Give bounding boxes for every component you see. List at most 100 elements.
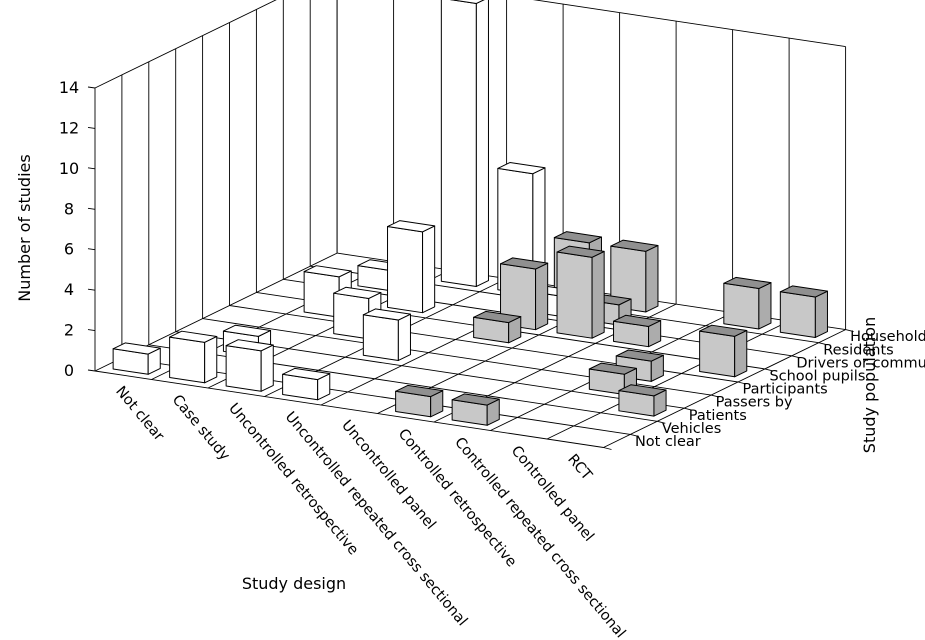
depth-tick-mark xyxy=(845,329,854,333)
y-tick-mark xyxy=(87,126,96,129)
x-tick-label: Case study xyxy=(169,392,233,464)
wall-gridline xyxy=(532,0,846,48)
bar-face xyxy=(535,262,549,331)
bar xyxy=(362,308,411,361)
bar-face xyxy=(422,225,436,314)
bar xyxy=(451,393,500,426)
bars xyxy=(112,0,828,426)
depth-tick-mark xyxy=(684,407,693,411)
depth-tick-mark xyxy=(818,342,827,346)
x-tick-label: RCT xyxy=(564,452,595,484)
bar xyxy=(440,0,489,287)
depth-tick-mark xyxy=(657,420,666,424)
bar-face xyxy=(222,324,272,337)
bar-face xyxy=(260,344,274,392)
floor-gridline xyxy=(546,320,790,440)
bar xyxy=(699,324,748,378)
bar-face xyxy=(333,286,382,299)
bar xyxy=(556,245,605,339)
bar-face xyxy=(449,0,485,4)
bar-face xyxy=(723,282,760,330)
bar-face xyxy=(500,257,549,270)
bar xyxy=(395,384,444,418)
bar-face xyxy=(169,330,218,343)
y-tick-label: 0 xyxy=(64,361,74,380)
x-tick-label: Not clear xyxy=(112,384,167,445)
bar xyxy=(500,257,549,331)
depth-tick-mark xyxy=(630,433,639,437)
depth-tick-mark xyxy=(710,394,720,398)
bar-face xyxy=(588,362,637,375)
y-tick-mark xyxy=(87,86,96,89)
depth-tick-label: Not clear xyxy=(635,434,701,450)
depth-tick-label: Drivers or commuters xyxy=(796,355,925,371)
bar xyxy=(613,314,662,348)
bar-face xyxy=(387,226,424,314)
x-tick-label: Uncontrolled repeated cross sectional xyxy=(282,409,470,629)
bar-face xyxy=(615,349,664,362)
y-tick-mark xyxy=(87,167,96,170)
bar-face xyxy=(440,0,477,287)
bar-face xyxy=(225,345,262,392)
y-tick-label: 2 xyxy=(64,321,74,340)
depth-tick-label: Vehicles xyxy=(662,421,721,437)
bar-face xyxy=(723,276,772,290)
depth-tick-label: School pupils xyxy=(769,368,865,384)
bar-face xyxy=(613,314,662,327)
bar-face xyxy=(779,291,816,338)
bar-face xyxy=(645,244,659,313)
bar-face xyxy=(397,313,411,361)
bar-face xyxy=(591,250,605,339)
bar xyxy=(779,285,828,338)
bar xyxy=(225,339,274,392)
bar-face xyxy=(112,342,161,355)
bar-face xyxy=(473,310,522,324)
depth-tick-label: Residents xyxy=(823,342,893,358)
y-axis-title: Number of studies xyxy=(15,154,34,301)
bar-face xyxy=(699,324,748,337)
depth-tick-mark xyxy=(791,355,800,359)
bar-face xyxy=(758,282,772,330)
bar xyxy=(282,367,331,401)
y-tick-mark xyxy=(87,288,96,291)
bar-face xyxy=(618,384,667,397)
y-tick-label: 10 xyxy=(59,159,79,178)
bar-face xyxy=(225,339,274,352)
depth-tick-label: Patients xyxy=(689,408,747,424)
y-tick-label: 14 xyxy=(59,78,79,97)
bar xyxy=(387,220,436,314)
y-tick-mark xyxy=(87,207,96,210)
bar-face xyxy=(475,0,489,287)
depth-tick-mark xyxy=(737,381,747,385)
bar-face xyxy=(610,239,659,252)
bar-face xyxy=(303,265,352,278)
bar-face xyxy=(204,335,218,384)
bar-face xyxy=(497,162,546,175)
y-tick-label: 6 xyxy=(64,240,74,259)
bar-face xyxy=(556,251,593,339)
bar-face xyxy=(779,285,828,298)
bar xyxy=(169,330,218,384)
depth-tick-label: Passers by xyxy=(716,395,793,411)
bar-face xyxy=(362,314,399,361)
bar-face xyxy=(553,231,602,244)
bar xyxy=(610,239,659,313)
bar-face xyxy=(362,308,411,321)
y-tick-label: 4 xyxy=(64,280,74,299)
y-tick-mark xyxy=(87,369,96,372)
bar-face xyxy=(814,290,828,338)
bar xyxy=(618,384,667,417)
bar-face xyxy=(387,220,436,233)
bar-face xyxy=(699,330,736,378)
wall-gridline xyxy=(94,0,277,89)
depth-tick-mark xyxy=(764,368,774,372)
y-tick-mark xyxy=(87,329,96,332)
y-tick-mark xyxy=(87,248,96,251)
bar-face xyxy=(169,336,206,384)
bar xyxy=(473,310,522,344)
depth-tick-label: Households xyxy=(850,329,925,345)
floor-gridline xyxy=(94,370,604,448)
bar xyxy=(112,342,161,375)
y-tick-label: 12 xyxy=(59,118,79,137)
